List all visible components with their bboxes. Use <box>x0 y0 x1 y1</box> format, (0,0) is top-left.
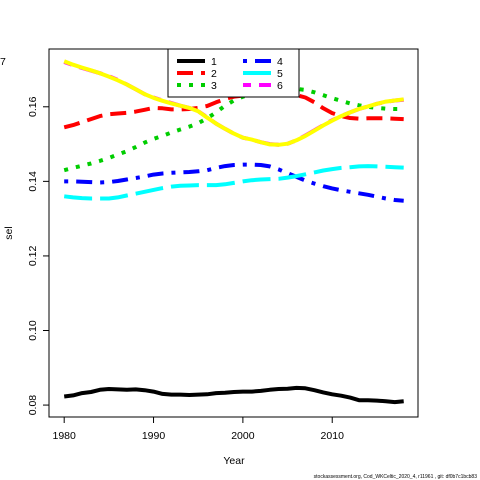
footnote: stockassessment.org, Cod_WKCeltic_2020_4… <box>314 474 478 480</box>
series-3-line <box>63 86 404 173</box>
series-layer <box>63 59 404 405</box>
y-axis: 0.08 0.10 0.12 0.14 0.16 <box>27 96 50 416</box>
legend-label-5: 5 <box>277 68 283 80</box>
series-4-line <box>64 162 404 203</box>
x-axis: 1980 1990 2000 2010 <box>53 416 345 442</box>
series-1-line <box>63 385 404 405</box>
x-axis-title: Year <box>223 455 245 467</box>
legend-label-6: 6 <box>277 80 283 92</box>
y-axis-title: sel <box>3 226 15 239</box>
series-5-line <box>63 164 404 201</box>
legend-label-3: 3 <box>211 80 217 92</box>
x-tick-label: 1990 <box>142 430 166 442</box>
legend-label-2: 2 <box>211 68 217 80</box>
plot-frame <box>48 48 419 418</box>
y-tick-label: 0.16 <box>27 96 39 117</box>
x-tick-label: 1980 <box>53 430 77 442</box>
legend: 123 456 7 <box>0 48 300 98</box>
x-tick-label: 2000 <box>231 430 255 442</box>
y-tick-label: 0.12 <box>27 246 39 267</box>
y-tick-label: 0.14 <box>27 171 39 192</box>
y-tick-label: 0.10 <box>27 320 39 341</box>
y-tick-label: 0.08 <box>27 395 39 416</box>
x-tick-label: 2010 <box>321 430 345 442</box>
legend-label-1: 1 <box>211 56 217 68</box>
legend-label-7: 7 <box>0 56 6 68</box>
series-7-line <box>63 59 404 147</box>
legend-label-4: 4 <box>277 56 283 68</box>
